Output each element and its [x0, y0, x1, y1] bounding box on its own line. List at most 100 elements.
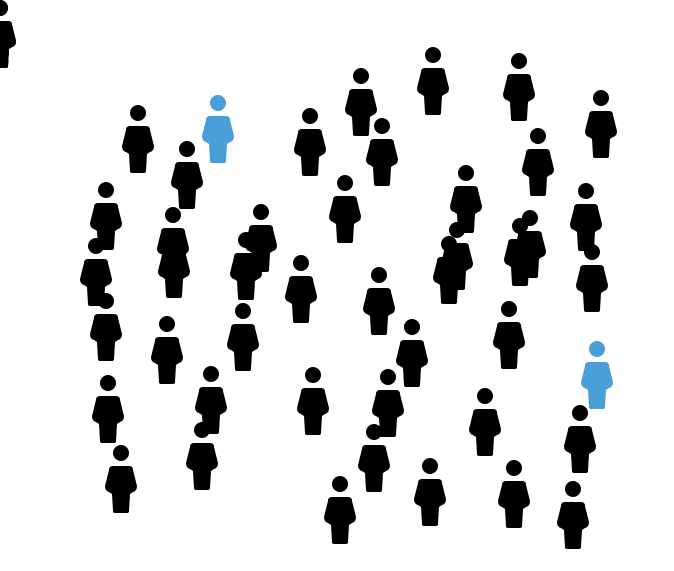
person-head: [166, 230, 182, 246]
person-icon: [498, 460, 530, 528]
person-head: [512, 218, 528, 234]
person-head: [572, 405, 588, 421]
person-icon: [105, 445, 137, 513]
person-icon: [80, 238, 112, 306]
person-body: [171, 162, 203, 209]
person-head: [113, 445, 129, 461]
person-head: [530, 128, 546, 144]
person-body: [564, 426, 596, 473]
person-head: [353, 68, 369, 84]
person-body: [557, 502, 589, 549]
person-body: [372, 390, 404, 437]
person-body: [469, 409, 501, 456]
person-head: [589, 341, 605, 357]
person-icon: [570, 183, 602, 251]
person-icon: [493, 301, 525, 369]
person-icon-highlighted: [581, 341, 613, 409]
person-head: [593, 90, 609, 106]
person-head: [203, 366, 219, 382]
person-head: [210, 95, 226, 111]
person-head: [159, 316, 175, 332]
person-icon: [522, 128, 554, 196]
person-icon: [358, 424, 390, 492]
person-head: [565, 481, 581, 497]
person-body: [230, 253, 262, 300]
person-icon: [363, 267, 395, 335]
person-body: [285, 276, 317, 323]
person-icon: [294, 108, 326, 176]
person-body: [450, 186, 482, 233]
person-body: [433, 257, 465, 304]
person-icon: [469, 388, 501, 456]
person-head: [449, 222, 465, 238]
person-head: [305, 367, 321, 383]
person-icon: [450, 165, 482, 233]
person-head: [578, 183, 594, 199]
person-body: [90, 203, 122, 250]
person-body: [105, 466, 137, 513]
person-head: [302, 108, 318, 124]
person-body: [414, 479, 446, 526]
person-icon: [372, 369, 404, 437]
person-icon: [297, 367, 329, 435]
person-head: [293, 255, 309, 271]
person-body: [158, 251, 190, 298]
person-icon: [503, 53, 535, 121]
person-body: [186, 443, 218, 490]
person-head: [253, 204, 269, 220]
person-body: [358, 445, 390, 492]
person-icon: [186, 422, 218, 490]
person-icon: [158, 230, 190, 298]
person-icon: [433, 236, 465, 304]
person-icon: [285, 255, 317, 323]
person-body: [522, 149, 554, 196]
person-head: [238, 232, 254, 248]
person-head: [366, 424, 382, 440]
person-head: [441, 236, 457, 252]
person-icon: [324, 476, 356, 544]
person-body: [396, 340, 428, 387]
person-icon: [90, 182, 122, 250]
person-icon: [151, 316, 183, 384]
person-icon: [504, 218, 536, 286]
person-body: [570, 204, 602, 251]
person-body: [294, 129, 326, 176]
person-body: [227, 324, 259, 371]
person-icon: [414, 458, 446, 526]
person-icon: [585, 90, 617, 158]
person-head: [332, 476, 348, 492]
person-icon: [329, 175, 361, 243]
person-body: [576, 265, 608, 312]
person-body: [585, 111, 617, 158]
person-body: [504, 239, 536, 286]
person-body: [345, 89, 377, 136]
person-icon: [227, 303, 259, 371]
person-body: [417, 68, 449, 115]
person-head: [511, 53, 527, 69]
person-icon: [171, 141, 203, 209]
person-head: [477, 388, 493, 404]
person-body: [503, 74, 535, 121]
person-head: [404, 319, 420, 335]
person-head: [371, 267, 387, 283]
person-head: [165, 207, 181, 223]
person-head: [0, 0, 8, 16]
person-head: [194, 422, 210, 438]
person-head: [380, 369, 396, 385]
person-icon: [122, 105, 154, 173]
person-body: [498, 481, 530, 528]
person-body: [80, 259, 112, 306]
person-head: [422, 458, 438, 474]
person-head: [458, 165, 474, 181]
person-icon: [92, 375, 124, 443]
person-head: [506, 460, 522, 476]
person-body: [324, 497, 356, 544]
person-body: [92, 396, 124, 443]
person-head: [337, 175, 353, 191]
person-head: [501, 301, 517, 317]
person-icon: [230, 232, 262, 300]
person-head: [100, 375, 116, 391]
person-icon: [366, 118, 398, 186]
person-icon-highlighted: [202, 95, 234, 163]
